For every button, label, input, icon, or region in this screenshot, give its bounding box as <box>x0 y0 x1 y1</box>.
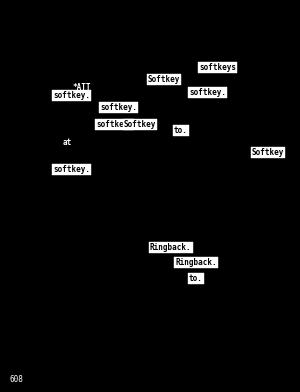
Text: Ringback.: Ringback. <box>150 243 192 252</box>
Text: Softkey: Softkey <box>252 148 284 157</box>
Text: softkeys: softkeys <box>199 63 236 72</box>
Text: Softkey: Softkey <box>148 75 180 84</box>
Text: Softkey: Softkey <box>124 120 156 129</box>
Text: softkey.: softkey. <box>100 103 137 112</box>
Text: softkey.: softkey. <box>53 91 90 100</box>
Text: 608: 608 <box>10 375 24 384</box>
Text: to.: to. <box>189 274 203 283</box>
Text: Ringback.: Ringback. <box>175 258 217 267</box>
Text: *ATT: *ATT <box>73 83 92 92</box>
Text: to.: to. <box>174 126 188 135</box>
Text: at: at <box>63 138 72 147</box>
Text: softkey.: softkey. <box>53 165 90 174</box>
Text: softkey.: softkey. <box>96 120 133 129</box>
Text: softkey.: softkey. <box>189 88 226 97</box>
